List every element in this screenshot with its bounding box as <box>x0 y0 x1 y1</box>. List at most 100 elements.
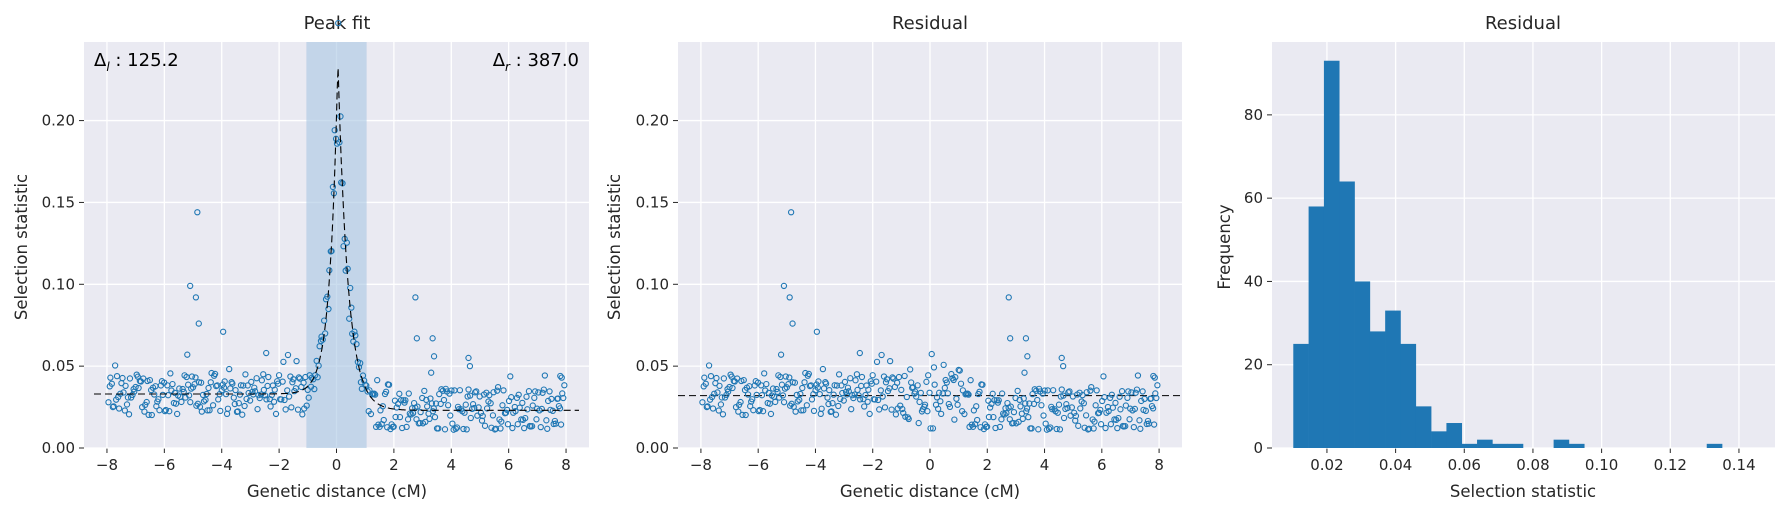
data-point <box>709 405 717 412</box>
data-point <box>487 400 494 407</box>
data-point <box>903 393 910 401</box>
data-point <box>282 406 289 413</box>
fit-curve <box>94 67 579 411</box>
data-point <box>187 282 194 290</box>
data-point <box>382 388 390 395</box>
data-point <box>720 375 728 382</box>
data-point <box>1045 425 1053 432</box>
data-point <box>179 385 186 393</box>
data-point <box>497 425 504 432</box>
data-point <box>876 406 883 413</box>
data-point <box>742 411 749 419</box>
data-point <box>231 400 238 408</box>
data-point <box>714 389 721 396</box>
data-point <box>541 372 549 379</box>
data-point <box>899 405 906 413</box>
data-point <box>431 414 439 421</box>
data-point <box>256 394 263 402</box>
data-point <box>430 405 437 412</box>
data-point <box>830 391 837 398</box>
data-point <box>162 406 170 414</box>
data-point <box>840 397 847 404</box>
data-point <box>402 397 409 404</box>
data-point <box>560 394 567 402</box>
data-point <box>828 408 835 415</box>
data-point <box>187 399 194 406</box>
data-point <box>1150 372 1157 380</box>
data-point <box>135 384 142 392</box>
data-point <box>429 335 436 342</box>
data-point <box>1056 426 1064 433</box>
data-point <box>1093 387 1100 394</box>
data-point <box>793 391 800 399</box>
data-point <box>396 390 403 397</box>
data-point <box>1122 423 1129 430</box>
histogram-bar <box>1415 406 1432 448</box>
data-point <box>423 403 431 410</box>
data-point <box>546 388 553 395</box>
data-point <box>786 294 793 301</box>
data-point <box>985 413 993 421</box>
data-point <box>236 391 244 398</box>
data-point <box>852 377 859 384</box>
data-point <box>194 209 201 216</box>
data-point <box>967 377 974 384</box>
data-point <box>237 382 245 389</box>
data-point <box>851 391 858 398</box>
data-point <box>461 409 468 416</box>
data-point <box>871 396 879 403</box>
x-tick-label: −4 <box>804 456 826 474</box>
data-point <box>794 398 801 405</box>
data-point <box>469 401 477 408</box>
data-point <box>715 407 722 414</box>
data-point <box>964 390 971 397</box>
data-point <box>340 243 347 250</box>
data-point <box>931 381 938 388</box>
data-point <box>437 400 444 408</box>
data-point <box>1095 409 1103 416</box>
data-point <box>844 384 852 391</box>
x-tick-label: −6 <box>153 456 175 474</box>
data-point <box>211 370 219 378</box>
data-point <box>481 422 489 429</box>
data-point <box>449 420 456 427</box>
x-tick-label: 0.10 <box>1585 456 1618 474</box>
data-point <box>235 400 242 407</box>
data-point <box>232 386 239 394</box>
data-point <box>394 400 402 407</box>
data-point <box>862 391 869 399</box>
data-point <box>953 395 960 402</box>
data-point <box>956 367 963 374</box>
data-point <box>132 383 139 391</box>
data-point <box>537 423 544 431</box>
data-point <box>767 410 775 418</box>
data-point <box>499 402 506 409</box>
data-point <box>539 389 546 396</box>
data-point <box>782 373 789 380</box>
data-point <box>467 414 474 422</box>
data-point <box>1038 402 1045 409</box>
data-point <box>759 408 767 415</box>
data-point <box>705 362 713 369</box>
data-point <box>985 397 992 404</box>
data-point <box>438 386 445 393</box>
data-point <box>893 379 901 386</box>
y-tick-label: 0.10 <box>42 275 75 293</box>
data-point <box>436 390 443 398</box>
data-point <box>248 378 255 386</box>
data-point <box>466 392 474 399</box>
x-tick-label: 6 <box>504 456 514 474</box>
data-point <box>197 379 205 386</box>
data-point <box>1023 405 1031 412</box>
data-point <box>315 362 322 369</box>
data-point <box>219 381 227 388</box>
data-point <box>835 402 842 410</box>
data-point <box>441 426 449 433</box>
data-point <box>704 403 711 410</box>
y-tick-label: 0.05 <box>636 357 669 375</box>
data-point <box>1053 425 1060 433</box>
data-point <box>538 405 545 413</box>
histogram-bar <box>1446 423 1463 448</box>
data-point <box>447 412 454 419</box>
histogram-ylabel: Frequency <box>1215 204 1234 289</box>
